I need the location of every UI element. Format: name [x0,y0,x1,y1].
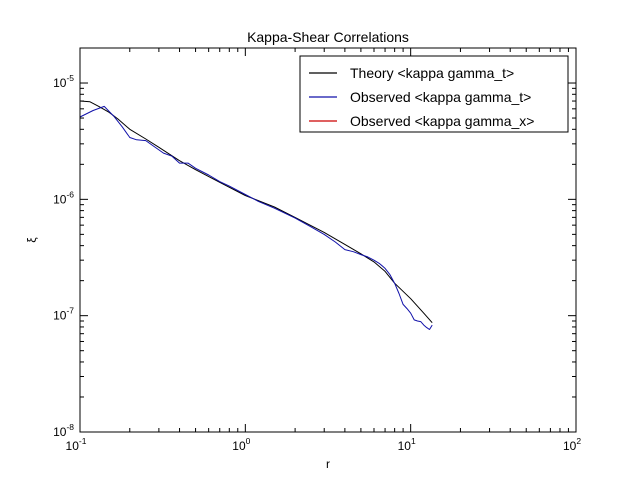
y-tick-label: 10-7 [53,306,74,323]
x-tick-label: 101 [398,436,416,453]
plot-frame [79,47,577,433]
series-line-1 [79,105,433,330]
legend-box [299,55,569,133]
legend: Theory <kappa gamma_t> Observed <kappa ga… [299,55,569,133]
x-tick-label: 10-1 [66,436,87,453]
x-tick-label: 100 [232,436,250,453]
series-layer [79,100,433,330]
y-axis-label: ξ [25,237,39,243]
legend-label-2: Observed <kappa gamma_x> [350,113,534,129]
y-tick-label: 10-5 [53,73,74,90]
x-axis-label: r [326,457,330,471]
legend-label-1: Observed <kappa gamma_t> [350,89,531,105]
x-tick-label: 102 [563,436,581,453]
series-line-0 [79,100,433,324]
y-tick-label: 10-6 [53,189,74,206]
legend-label-0: Theory <kappa gamma_t> [350,65,514,81]
y-tick-label: 10-8 [53,422,74,439]
chart-title: Kappa-Shear Correlations [247,29,409,45]
